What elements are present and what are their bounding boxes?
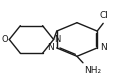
Text: Cl: Cl <box>99 11 108 20</box>
Text: O: O <box>2 35 8 44</box>
Text: N: N <box>47 43 54 52</box>
Text: N: N <box>100 43 107 52</box>
Text: N: N <box>55 35 61 44</box>
Text: NH₂: NH₂ <box>84 66 101 75</box>
